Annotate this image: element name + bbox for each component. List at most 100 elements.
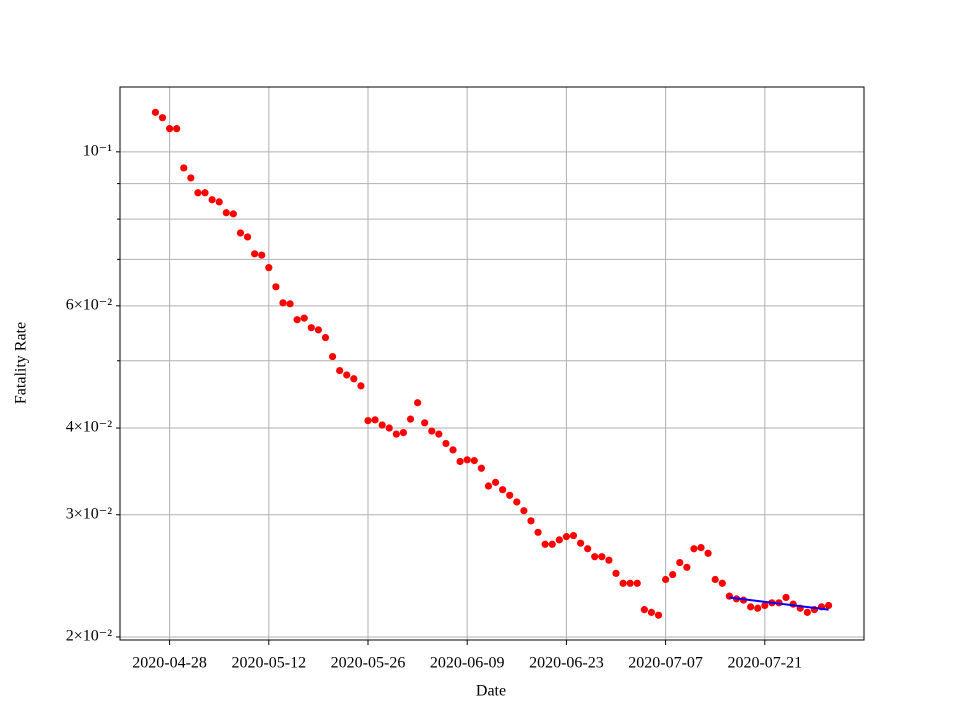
data-point xyxy=(449,446,457,454)
data-point xyxy=(541,540,549,548)
y-tick-label: 10⁻¹ xyxy=(83,143,112,160)
data-point xyxy=(215,198,223,206)
data-point xyxy=(591,553,599,561)
data-point xyxy=(399,428,408,437)
data-point xyxy=(251,250,259,258)
data-point xyxy=(343,371,351,379)
data-point xyxy=(265,264,273,272)
data-point xyxy=(321,333,330,342)
data-point xyxy=(463,456,471,464)
x-tick-label: 2020-06-23 xyxy=(529,655,604,672)
data-point xyxy=(824,601,833,610)
data-point xyxy=(350,375,358,383)
data-point xyxy=(406,415,415,423)
data-point xyxy=(513,498,521,506)
x-tick-label: 2020-06-09 xyxy=(430,655,505,672)
y-tick-label: 4×10⁻² xyxy=(66,419,112,436)
data-point xyxy=(392,430,400,438)
x-tick-label: 2020-07-21 xyxy=(727,655,802,672)
data-point xyxy=(484,482,493,490)
data-point xyxy=(491,478,500,486)
data-point xyxy=(690,545,698,553)
data-point xyxy=(236,229,245,237)
data-point xyxy=(527,517,535,525)
data-point xyxy=(456,457,464,466)
data-point xyxy=(378,421,386,429)
data-point xyxy=(704,549,712,557)
x-tick-label: 2020-07-07 xyxy=(628,655,703,672)
data-point xyxy=(272,283,280,291)
data-point xyxy=(307,324,315,332)
data-point xyxy=(477,464,485,472)
data-point xyxy=(640,606,648,614)
data-point xyxy=(279,299,287,307)
data-point xyxy=(711,575,719,584)
data-point xyxy=(562,533,571,541)
data-point xyxy=(605,556,613,564)
data-point xyxy=(258,251,266,259)
data-point xyxy=(718,579,726,587)
data-point xyxy=(626,579,634,587)
x-tick-label: 2020-05-26 xyxy=(331,655,406,672)
data-point xyxy=(520,507,528,515)
data-point xyxy=(166,125,174,133)
data-point xyxy=(442,439,450,448)
data-point xyxy=(385,424,393,432)
data-point xyxy=(229,210,237,218)
marks xyxy=(151,108,833,619)
data-point xyxy=(151,108,160,116)
data-point xyxy=(803,608,811,616)
data-point xyxy=(364,416,372,425)
data-point xyxy=(428,427,436,435)
data-point xyxy=(548,540,556,548)
data-point xyxy=(201,189,209,197)
data-point xyxy=(194,189,202,197)
data-point xyxy=(470,457,478,465)
data-point xyxy=(300,314,308,322)
data-point xyxy=(208,196,216,204)
data-point xyxy=(357,382,365,390)
fit-line xyxy=(729,596,829,611)
data-point xyxy=(782,593,790,602)
data-point xyxy=(697,544,705,552)
y-tick-label: 2×10⁻² xyxy=(66,628,112,645)
data-point xyxy=(371,416,379,424)
data-point xyxy=(173,125,181,133)
data-point xyxy=(336,366,344,375)
x-tick-label: 2020-04-28 xyxy=(132,655,207,672)
data-point xyxy=(180,164,188,172)
data-point xyxy=(286,300,294,308)
x-tick-label: 2020-05-12 xyxy=(231,655,306,672)
data-point xyxy=(584,545,592,553)
data-point xyxy=(534,528,542,536)
x-axis-label: Date xyxy=(476,683,506,700)
data-point xyxy=(683,563,691,571)
data-point xyxy=(654,611,663,619)
y-tick-label: 3×10⁻² xyxy=(66,505,112,522)
data-point xyxy=(243,233,252,241)
data-point xyxy=(222,209,230,217)
data-point xyxy=(187,174,195,182)
data-point xyxy=(612,569,620,577)
y-tick-label: 6×10⁻² xyxy=(66,296,112,313)
data-point xyxy=(328,352,337,361)
data-point xyxy=(647,608,656,616)
y-axis-label: Fatality Rate xyxy=(13,322,30,404)
data-point xyxy=(633,579,641,587)
data-point xyxy=(414,399,422,407)
data-point xyxy=(555,536,563,544)
plot-frame xyxy=(119,86,865,641)
data-point xyxy=(314,326,322,334)
data-point xyxy=(761,601,769,610)
data-point xyxy=(435,430,443,438)
data-point xyxy=(569,531,578,540)
data-point xyxy=(576,539,585,547)
data-point xyxy=(619,579,627,587)
data-point xyxy=(676,558,684,567)
data-point xyxy=(499,486,507,494)
data-point xyxy=(598,553,606,561)
data-point xyxy=(421,419,429,427)
data-point xyxy=(506,491,514,499)
data-point xyxy=(747,603,755,611)
